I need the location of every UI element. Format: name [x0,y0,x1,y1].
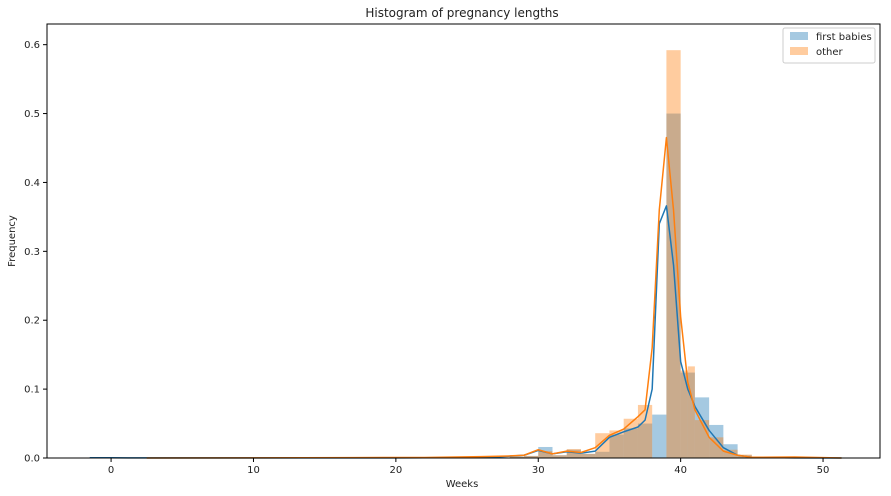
x-axis-label: Weeks [446,479,479,490]
x-tick-label: 10 [247,465,260,476]
histogram-bar [637,404,653,458]
legend-label-first-babies: first babies [816,32,872,43]
y-tick-label: 0.2 [24,316,40,327]
histogram-bar [552,455,567,458]
y-axis-label: Frequency [7,215,18,267]
histogram-bar [509,456,525,458]
histogram-bar [580,453,596,458]
x-tick-label: 50 [817,465,830,476]
histogram-bar [709,424,724,458]
histogram-bar [623,428,638,458]
histogram-bar [538,451,553,458]
y-tick-label: 0.0 [24,454,40,465]
histogram-bar [509,456,525,458]
legend-label-other: other [816,47,844,58]
chart-title: Histogram of pregnancy lengths [365,6,558,20]
histogram-bar [637,423,653,458]
x-tick-label: 0 [108,465,114,476]
histogram-bar [595,433,610,458]
y-tick-label: 0.5 [24,109,40,120]
kde-line-series-0 [89,205,842,459]
histogram-bar [687,366,695,458]
histogram-bar [524,455,539,458]
histogram-bar [524,455,539,458]
x-tick-label: 20 [389,465,402,476]
histogram-bar [666,50,681,459]
histogram-bar [623,418,638,458]
histogram-bar [552,455,567,458]
histogram-bar [566,449,581,458]
y-tick-label: 0.4 [24,178,40,189]
histogram-bar [595,451,610,458]
x-tick-label: 30 [532,465,545,476]
histogram-bar [609,434,624,458]
legend-swatch-other [790,47,808,55]
axes-frame [46,23,881,459]
kde-line-series-1 [146,136,842,459]
histogram-bar [580,453,596,458]
x-axis-ticks: 0 10 20 30 40 50 [108,458,830,476]
plot-area [89,50,842,459]
legend-swatch-first-babies [790,32,808,40]
legend: first babies other [782,27,876,64]
histogram-bar [566,449,581,458]
y-tick-label: 0.3 [24,247,40,258]
histogram-bar [680,370,688,458]
histogram-bar [609,430,624,458]
series-1-bars [353,50,809,459]
y-tick-label: 0.6 [24,40,40,51]
series-0-bars [509,113,752,459]
x-tick-label: 40 [674,465,687,476]
histogram-bar [652,414,667,458]
y-tick-label: 0.1 [24,385,40,396]
y-axis-ticks: 0.0 0.1 0.2 0.3 0.4 0.5 0.6 [24,40,47,465]
histogram-bar [666,113,681,459]
legend-frame [782,27,876,64]
